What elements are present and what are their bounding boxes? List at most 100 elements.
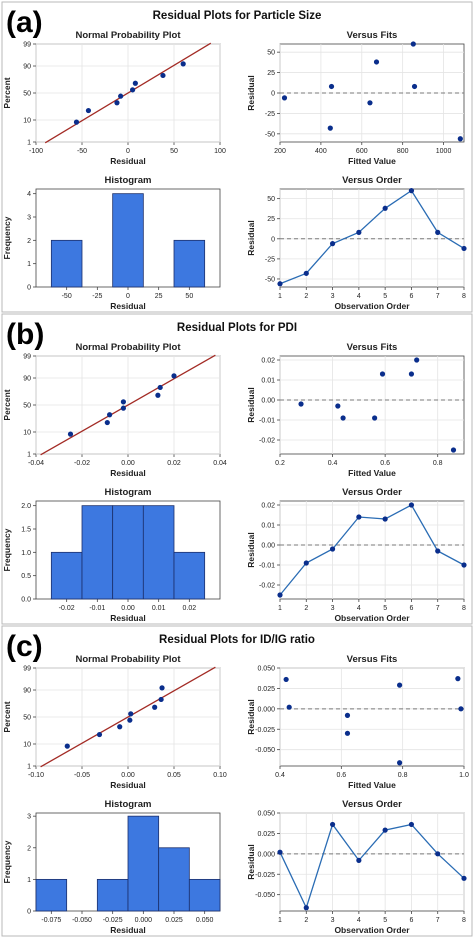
series-line — [279, 504, 465, 596]
data-point — [64, 743, 70, 749]
data-point — [461, 875, 467, 881]
y-tick-label: 0.050 — [257, 811, 275, 818]
histogram-bar — [173, 551, 206, 600]
chart-title: Versus Order — [342, 799, 402, 810]
y-tick-label: -50 — [265, 131, 275, 138]
y-axis-label: Residual — [246, 220, 256, 255]
data-point — [303, 270, 309, 276]
data-point — [128, 711, 134, 717]
y-tick-label: -0.025 — [255, 872, 275, 879]
data-point — [152, 704, 158, 710]
x-tick-label: 4 — [357, 917, 361, 924]
x-tick-label: -0.025 — [103, 917, 123, 924]
data-point — [160, 72, 166, 79]
x-tick-label: 200 — [274, 148, 286, 155]
series-line — [279, 189, 465, 285]
y-tick-label: -0.01 — [259, 418, 275, 425]
histogram-bar — [96, 878, 129, 912]
x-tick-label: 0.02 — [167, 460, 181, 467]
x-axis-label: Fitted Value — [348, 156, 396, 166]
chart-title: Versus Fits — [347, 342, 398, 353]
histogram-bar — [81, 505, 114, 600]
data-point — [340, 415, 346, 421]
y-tick-label: 0.02 — [261, 503, 275, 510]
x-axis-label: Observation Order — [334, 301, 410, 311]
x-tick-label: 8 — [462, 293, 466, 300]
x-tick-label: -0.02 — [59, 605, 75, 612]
data-point — [408, 502, 415, 508]
data-point — [435, 851, 441, 857]
y-tick-label: 0 — [27, 909, 31, 916]
chart-title: Histogram — [105, 487, 152, 498]
data-point — [120, 405, 126, 411]
data-point — [411, 83, 418, 90]
y-tick-label: 2 — [27, 845, 31, 852]
y-tick-label: 1.5 — [21, 527, 31, 534]
data-point — [373, 59, 380, 65]
y-tick-label: 90 — [23, 376, 31, 383]
data-point — [408, 188, 415, 194]
data-point — [461, 562, 467, 568]
x-tick-label: -0.01 — [89, 605, 105, 612]
histogram-bar — [158, 847, 190, 912]
data-point — [327, 125, 333, 131]
x-tick-label: 50 — [170, 148, 178, 155]
data-point — [118, 93, 124, 99]
x-tick-label: 8 — [462, 605, 466, 612]
x-tick-label: 0.025 — [165, 917, 183, 924]
x-tick-label: 1 — [278, 917, 282, 924]
histogram-bar — [112, 505, 144, 600]
y-tick-label: 0.01 — [261, 378, 275, 385]
x-tick-label: 100 — [214, 148, 226, 155]
plot-area — [279, 188, 465, 288]
y-axis-label: Frequency — [2, 528, 12, 571]
y-tick-label: 90 — [23, 64, 31, 71]
y-tick-label: 10 — [23, 741, 31, 748]
y-tick-label: 0 — [271, 91, 275, 98]
x-axis-label: Residual — [110, 780, 145, 790]
x-tick-label: 5 — [383, 605, 387, 612]
y-tick-label: 25 — [267, 216, 275, 223]
x-axis-label: Fitted Value — [348, 468, 396, 478]
data-point — [120, 399, 126, 405]
y-axis-label: Residual — [246, 532, 256, 567]
x-tick-label: 1 — [278, 605, 282, 612]
fit-line — [40, 354, 216, 456]
y-axis-label: Residual — [246, 387, 256, 422]
y-tick-label: 0.0 — [21, 597, 31, 604]
data-point — [410, 41, 416, 47]
data-point — [159, 685, 165, 691]
panel-title: Residual Plots for Particle Size — [153, 10, 322, 22]
data-point — [130, 87, 136, 93]
y-tick-label: 1 — [27, 452, 31, 459]
data-point — [155, 392, 161, 398]
data-point — [281, 95, 288, 101]
y-tick-label: -25 — [265, 111, 275, 118]
y-tick-label: 10 — [23, 429, 31, 436]
x-tick-label: 800 — [397, 148, 409, 155]
histogram-bar — [35, 878, 68, 912]
x-tick-label: 1.0 — [459, 772, 469, 779]
x-tick-label: -50 — [77, 148, 87, 155]
data-point — [455, 676, 461, 682]
panel-title: Residual Plots for ID/IG ratio — [159, 634, 315, 646]
data-point — [382, 516, 388, 522]
x-tick-label: 0 — [126, 148, 130, 155]
x-tick-label: -25 — [92, 293, 102, 300]
x-tick-label: 2 — [304, 917, 308, 924]
x-tick-label: 0.00 — [121, 772, 135, 779]
y-tick-label: 0.050 — [257, 666, 275, 673]
x-tick-label: 7 — [436, 293, 440, 300]
data-point — [107, 412, 113, 418]
data-point — [367, 100, 373, 106]
data-point — [73, 119, 80, 125]
x-tick-label: -0.050 — [72, 917, 92, 924]
x-tick-label: 3 — [331, 605, 335, 612]
x-tick-label: 0.4 — [328, 460, 338, 467]
x-tick-label: 1000 — [436, 148, 452, 155]
y-axis-label: Percent — [2, 77, 12, 108]
chart-title: Versus Order — [342, 175, 402, 186]
data-point — [450, 447, 457, 453]
x-tick-label: 2 — [304, 605, 308, 612]
